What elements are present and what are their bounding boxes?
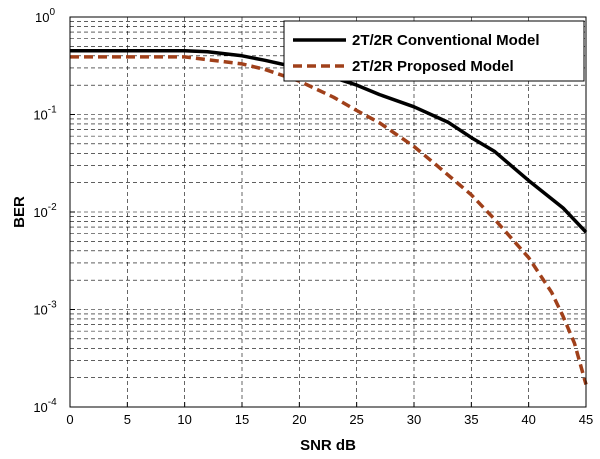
y-tick-exponent: -3 [48, 300, 57, 311]
y-tick-base: 10 [33, 108, 47, 123]
y-tick-label: 10-4 [33, 397, 57, 415]
series-lines [70, 49, 588, 385]
y-tick-exponent: -1 [48, 105, 57, 116]
legend-label-conventional: 2T/2R Conventional Model [352, 32, 540, 49]
y-tick-label: 100 [35, 7, 55, 25]
legend-label-proposed: 2T/2R Proposed Model [352, 58, 514, 75]
x-tick-label: 30 [407, 412, 421, 427]
series-line-proposed [70, 55, 588, 385]
y-tick-exponent: 0 [49, 7, 55, 18]
x-tick-label: 45 [579, 412, 593, 427]
x-tick-label: 40 [521, 412, 535, 427]
legend: 2T/2R Conventional Model 2T/2R Proposed … [283, 20, 585, 82]
y-tick-base: 10 [35, 10, 49, 25]
x-tick-label: 20 [292, 412, 306, 427]
y-tick-label: 10-1 [33, 105, 57, 123]
y-tick-base: 10 [33, 205, 47, 220]
x-axis-label: SNR dB [300, 437, 356, 454]
y-tick-label: 10-2 [33, 202, 57, 220]
x-tick-label: 25 [349, 412, 363, 427]
x-tick-labels: 0 5 10 15 20 25 30 35 40 45 [66, 402, 593, 427]
y-tick-base: 10 [33, 400, 47, 415]
y-tick-label: 10-3 [33, 300, 57, 318]
x-tick-label: 0 [66, 412, 73, 427]
x-tick-label: 15 [235, 412, 249, 427]
legend-box [283, 20, 585, 82]
y-tick-exponent: -2 [48, 202, 57, 213]
x-tick-label: 35 [464, 412, 478, 427]
series-line-conventional [70, 49, 588, 234]
y-tick-base: 10 [33, 303, 47, 318]
y-tick-exponent: -4 [48, 397, 57, 408]
x-tick-label: 10 [177, 412, 191, 427]
y-axis-label: BER [11, 196, 28, 228]
x-tick-label: 5 [124, 412, 131, 427]
